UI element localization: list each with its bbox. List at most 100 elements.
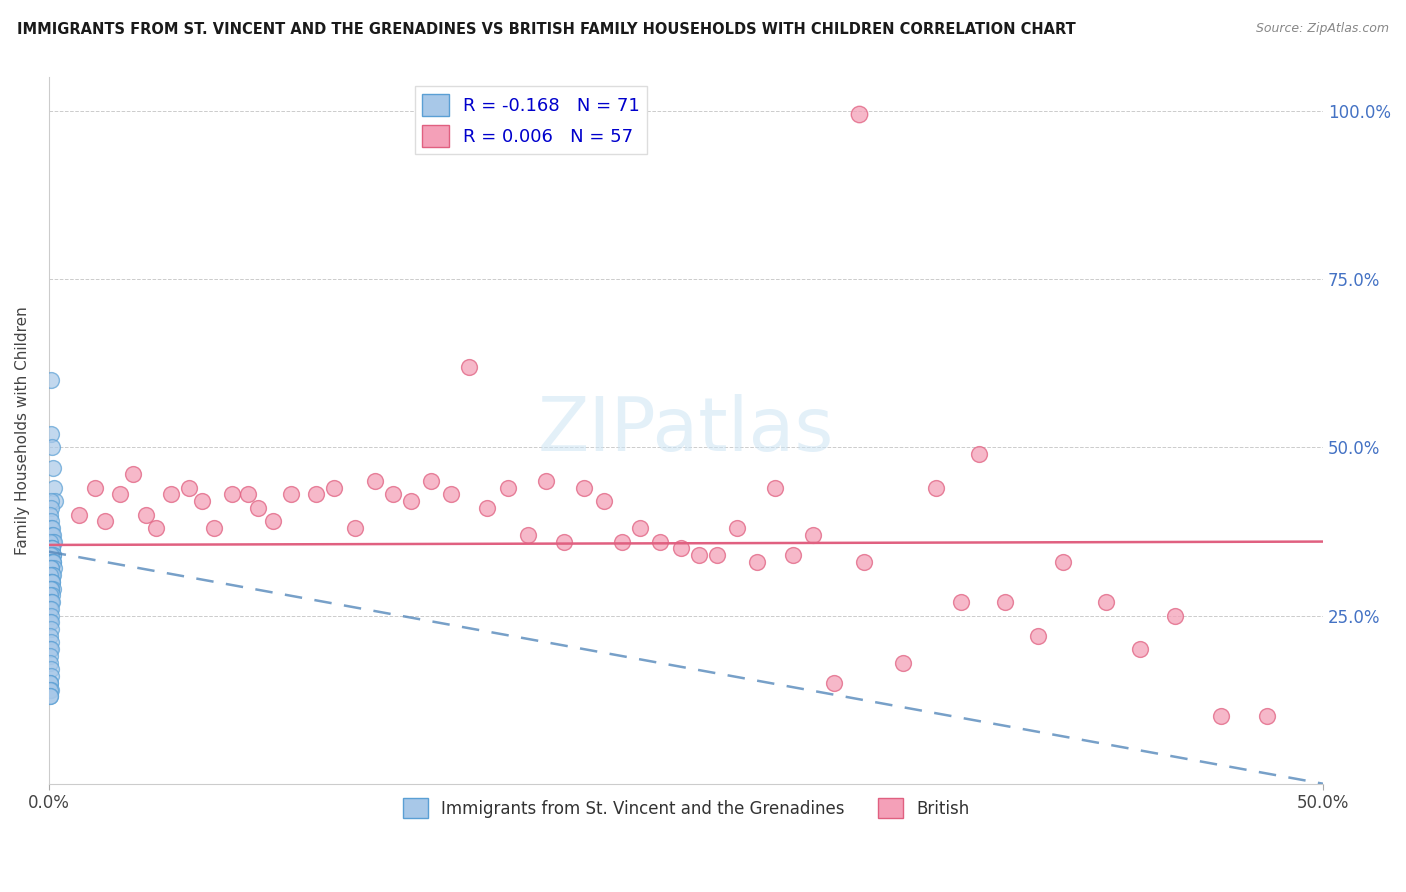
Point <box>39 561 62 575</box>
Point <box>280 487 302 501</box>
Point <box>496 481 519 495</box>
Legend: Immigrants from St. Vincent and the Grenadines, British: Immigrants from St. Vincent and the Gren… <box>396 791 976 825</box>
Point <box>725 521 748 535</box>
Point <box>39 574 62 589</box>
Point <box>41 541 63 556</box>
Point <box>706 548 728 562</box>
Point <box>39 568 62 582</box>
Point <box>39 642 62 657</box>
Point <box>1095 595 1118 609</box>
Point <box>39 373 62 387</box>
Point <box>42 481 65 495</box>
Point <box>1129 642 1152 657</box>
Point <box>42 528 65 542</box>
Point <box>39 582 62 596</box>
Point <box>440 487 463 501</box>
Point <box>364 474 387 488</box>
Point <box>44 494 66 508</box>
Point <box>39 608 62 623</box>
Point <box>135 508 157 522</box>
Point <box>42 548 65 562</box>
Point <box>42 568 65 582</box>
Point <box>823 676 845 690</box>
Point <box>39 515 62 529</box>
Point <box>593 494 616 508</box>
Point <box>39 615 62 630</box>
Point <box>950 595 973 609</box>
Point <box>891 656 914 670</box>
Point <box>39 656 62 670</box>
Point <box>853 555 876 569</box>
Point <box>39 648 62 663</box>
Point <box>572 481 595 495</box>
Point <box>41 568 63 582</box>
Point <box>39 548 62 562</box>
Point <box>628 521 651 535</box>
Point <box>41 528 63 542</box>
Point <box>553 534 575 549</box>
Point <box>41 521 63 535</box>
Point <box>39 676 62 690</box>
Point <box>41 574 63 589</box>
Point <box>1211 709 1233 723</box>
Point <box>41 595 63 609</box>
Point <box>41 541 63 556</box>
Point <box>41 588 63 602</box>
Point <box>42 548 65 562</box>
Point <box>39 662 62 676</box>
Point <box>39 635 62 649</box>
Point <box>399 494 422 508</box>
Point <box>993 595 1015 609</box>
Point <box>41 574 63 589</box>
Point <box>42 534 65 549</box>
Point <box>39 548 62 562</box>
Point <box>41 441 63 455</box>
Point <box>221 487 243 501</box>
Point <box>39 494 62 508</box>
Point <box>83 481 105 495</box>
Point <box>39 582 62 596</box>
Point <box>67 508 90 522</box>
Text: ZIPatlas: ZIPatlas <box>537 394 834 467</box>
Point <box>305 487 328 501</box>
Point <box>458 359 481 374</box>
Point <box>41 555 63 569</box>
Point <box>688 548 710 562</box>
Point <box>323 481 346 495</box>
Text: IMMIGRANTS FROM ST. VINCENT AND THE GRENADINES VS BRITISH FAMILY HOUSEHOLDS WITH: IMMIGRANTS FROM ST. VINCENT AND THE GREN… <box>17 22 1076 37</box>
Point <box>39 602 62 616</box>
Point <box>41 582 63 596</box>
Point <box>39 682 62 697</box>
Point <box>39 595 62 609</box>
Point <box>516 528 538 542</box>
Point <box>39 595 62 609</box>
Point <box>420 474 443 488</box>
Point <box>669 541 692 556</box>
Point <box>475 500 498 515</box>
Point <box>925 481 948 495</box>
Point <box>343 521 366 535</box>
Point <box>41 555 63 569</box>
Point <box>39 541 62 556</box>
Point <box>39 682 62 697</box>
Point <box>41 568 63 582</box>
Point <box>121 467 143 482</box>
Point <box>145 521 167 535</box>
Point <box>747 555 769 569</box>
Point <box>1256 709 1278 723</box>
Point <box>39 615 62 630</box>
Point <box>1026 629 1049 643</box>
Point <box>41 555 63 569</box>
Point <box>39 574 62 589</box>
Point <box>39 561 62 575</box>
Point <box>39 555 62 569</box>
Point <box>782 548 804 562</box>
Point <box>39 676 62 690</box>
Point <box>1164 608 1187 623</box>
Point <box>160 487 183 501</box>
Point <box>236 487 259 501</box>
Point <box>848 107 870 121</box>
Point <box>42 534 65 549</box>
Point <box>39 690 62 704</box>
Point <box>39 669 62 683</box>
